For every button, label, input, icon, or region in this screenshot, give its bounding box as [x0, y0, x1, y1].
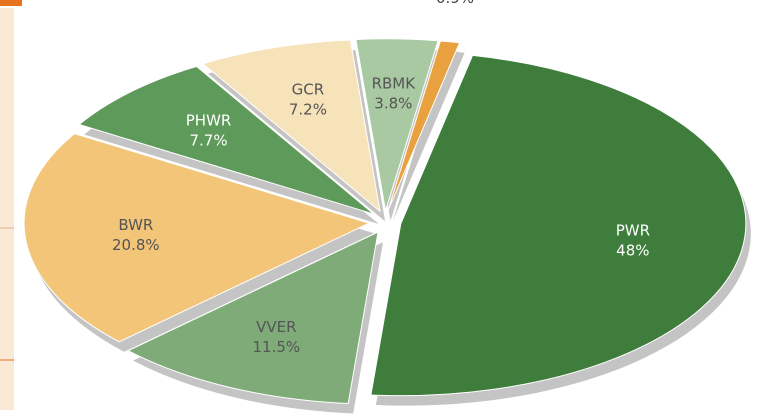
slice-value-label: 7.2%: [289, 101, 327, 119]
slice-label: PHWR: [186, 111, 232, 129]
slice-value-label: 20.8%: [112, 236, 160, 254]
slice-value-label: 0.9%: [436, 0, 474, 7]
slice: [127, 231, 379, 404]
slice: [23, 133, 371, 343]
slice: [370, 54, 747, 397]
slice-label: PWR: [616, 221, 650, 239]
slice-label: GCR: [292, 81, 325, 99]
slice-label: VVER: [256, 318, 296, 336]
slice-shadow: [392, 50, 465, 221]
strip-top: [0, 0, 22, 6]
slice-label: RBMK: [372, 74, 417, 92]
slice-value-label: 48%: [616, 241, 649, 259]
slice-value-label: 3.8%: [374, 94, 412, 112]
slice: [387, 40, 461, 212]
slice: [355, 38, 439, 211]
slice-value-label: 7.7%: [189, 131, 227, 149]
slice: [201, 39, 381, 213]
pie: PWR 48% VVER 11.5% BWR 20.8% PHWR 7.7% GCR 7.2% RB…: [23, 0, 751, 414]
side-panel: [0, 8, 14, 410]
slice-value-label: 11.5%: [253, 338, 301, 356]
slice-label: BWR: [118, 216, 153, 234]
slice: [78, 65, 375, 215]
